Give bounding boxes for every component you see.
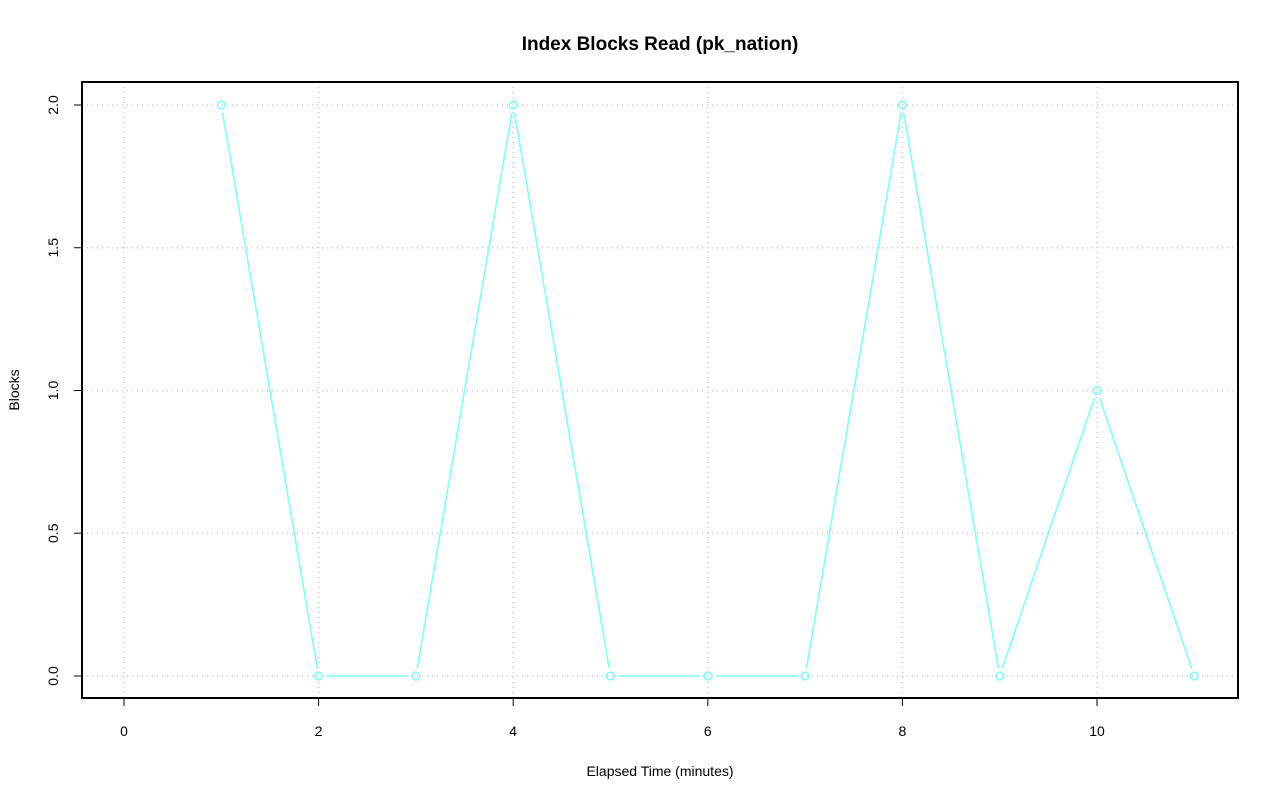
data-point bbox=[605, 671, 616, 681]
plot-frame bbox=[81, 81, 1239, 699]
y-tick-label: 1.0 bbox=[45, 381, 61, 401]
data-point bbox=[314, 671, 324, 681]
data-point bbox=[216, 100, 226, 110]
data-point bbox=[1189, 671, 1199, 681]
y-tick-label: 2.0 bbox=[45, 95, 61, 115]
line-segment bbox=[902, 112, 1000, 669]
data-point bbox=[800, 671, 810, 681]
y-tick-label: 0.5 bbox=[45, 523, 61, 543]
data-point bbox=[897, 100, 908, 110]
data-point bbox=[508, 100, 518, 110]
data-point bbox=[1092, 385, 1102, 396]
line-segment bbox=[1001, 397, 1096, 669]
line-segment bbox=[221, 112, 319, 669]
chart-title: Index Blocks Read (pk_nation) bbox=[522, 34, 799, 55]
line-segment bbox=[1098, 397, 1193, 669]
x-tick-label: 0 bbox=[120, 723, 128, 739]
line-segment bbox=[416, 112, 513, 669]
y-tick-label: 1.5 bbox=[45, 238, 61, 258]
axes: 0 2 4 6 8 10 0.0 0.5 1.0 1.5 2.0 bbox=[45, 95, 1105, 739]
data-point bbox=[995, 671, 1005, 681]
x-tick-label: 2 bbox=[315, 723, 323, 739]
x-axis-label: Elapsed Time (minutes) bbox=[586, 763, 733, 779]
x-tick-label: 8 bbox=[899, 723, 907, 739]
x-tick-label: 6 bbox=[704, 723, 712, 739]
y-tick-label: 0.0 bbox=[45, 666, 61, 686]
data-point bbox=[703, 671, 713, 681]
line-segment bbox=[805, 112, 902, 669]
data-point bbox=[411, 671, 421, 681]
series-line bbox=[216, 100, 1199, 681]
x-tick-label: 10 bbox=[1089, 723, 1105, 739]
y-axis-label: Blocks bbox=[6, 369, 22, 410]
line-segment bbox=[513, 112, 610, 669]
grid bbox=[82, 82, 1238, 698]
x-tick-label: 4 bbox=[509, 723, 517, 739]
